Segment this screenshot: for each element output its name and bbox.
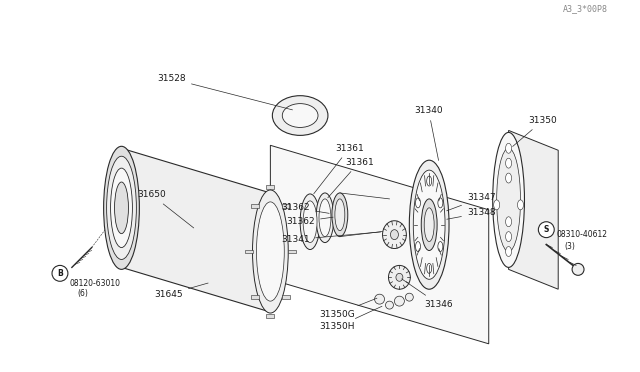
- Bar: [266, 185, 275, 189]
- Polygon shape: [509, 131, 558, 289]
- Polygon shape: [122, 148, 270, 312]
- Bar: [282, 295, 290, 299]
- Bar: [288, 250, 296, 253]
- Text: (6): (6): [78, 289, 89, 298]
- Ellipse shape: [396, 273, 403, 281]
- Ellipse shape: [385, 301, 394, 309]
- Text: 08310-40612: 08310-40612: [556, 230, 607, 239]
- Ellipse shape: [415, 241, 420, 251]
- Text: 31361: 31361: [314, 144, 364, 194]
- Bar: [282, 204, 290, 208]
- Text: 31650: 31650: [138, 190, 194, 228]
- Ellipse shape: [335, 199, 345, 231]
- Text: (3): (3): [564, 242, 575, 251]
- Text: 31347: 31347: [447, 193, 495, 211]
- Ellipse shape: [394, 296, 404, 306]
- Text: 31350G: 31350G: [319, 298, 377, 318]
- Ellipse shape: [493, 200, 500, 210]
- Ellipse shape: [427, 263, 431, 273]
- Ellipse shape: [257, 202, 284, 301]
- Polygon shape: [270, 145, 489, 344]
- Bar: [251, 204, 259, 208]
- Ellipse shape: [497, 148, 520, 251]
- Ellipse shape: [438, 241, 443, 251]
- Ellipse shape: [316, 193, 334, 243]
- Ellipse shape: [506, 158, 511, 168]
- Text: 31350: 31350: [513, 116, 557, 147]
- Ellipse shape: [506, 173, 511, 183]
- Text: 31350H: 31350H: [319, 306, 382, 331]
- Text: 08120-63010: 08120-63010: [70, 279, 121, 288]
- Ellipse shape: [383, 221, 406, 248]
- Ellipse shape: [253, 190, 288, 313]
- Text: 31362: 31362: [282, 203, 329, 213]
- Text: 31348: 31348: [447, 208, 495, 219]
- Bar: [266, 314, 275, 318]
- Ellipse shape: [104, 146, 140, 269]
- Text: 31645: 31645: [154, 283, 208, 299]
- Ellipse shape: [111, 168, 132, 247]
- Ellipse shape: [421, 199, 437, 250]
- Text: A3_3*00P8: A3_3*00P8: [563, 4, 608, 13]
- Text: B: B: [57, 269, 63, 278]
- Ellipse shape: [115, 182, 129, 234]
- Ellipse shape: [374, 294, 385, 304]
- Text: 31361: 31361: [328, 158, 374, 198]
- Ellipse shape: [282, 104, 318, 128]
- Ellipse shape: [332, 193, 348, 237]
- Ellipse shape: [300, 194, 320, 250]
- Ellipse shape: [518, 200, 524, 210]
- Ellipse shape: [493, 132, 524, 267]
- Ellipse shape: [438, 198, 443, 208]
- Ellipse shape: [506, 143, 511, 153]
- Ellipse shape: [424, 208, 434, 241]
- Text: S: S: [543, 225, 549, 234]
- Ellipse shape: [415, 198, 420, 208]
- Ellipse shape: [303, 201, 317, 243]
- Ellipse shape: [52, 265, 68, 281]
- Bar: [251, 295, 259, 299]
- Text: 31341: 31341: [282, 232, 381, 244]
- Ellipse shape: [506, 217, 511, 227]
- Ellipse shape: [319, 199, 331, 237]
- Bar: [244, 250, 253, 253]
- Ellipse shape: [413, 170, 445, 279]
- Ellipse shape: [405, 293, 413, 301]
- Text: 31528: 31528: [157, 74, 292, 110]
- Ellipse shape: [273, 96, 328, 135]
- Text: 31362: 31362: [287, 217, 333, 226]
- Ellipse shape: [390, 230, 399, 240]
- Ellipse shape: [410, 160, 449, 289]
- Text: 31346: 31346: [402, 279, 453, 309]
- Ellipse shape: [506, 247, 511, 256]
- Text: 31340: 31340: [414, 106, 443, 160]
- Ellipse shape: [107, 156, 136, 259]
- Ellipse shape: [538, 222, 554, 238]
- Ellipse shape: [506, 232, 511, 241]
- Ellipse shape: [388, 265, 410, 289]
- Ellipse shape: [572, 263, 584, 275]
- Ellipse shape: [427, 176, 431, 186]
